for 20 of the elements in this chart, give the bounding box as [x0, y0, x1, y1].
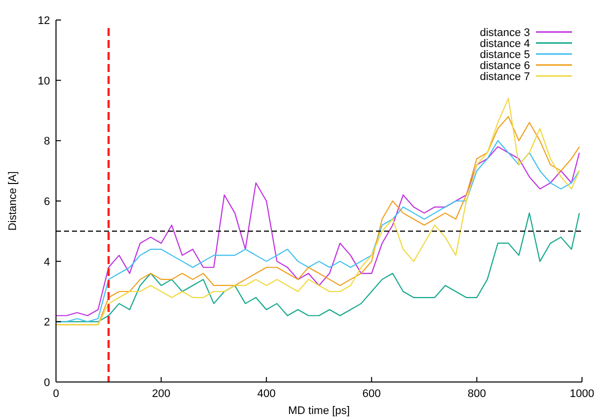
x-tick-label: 200 — [152, 388, 170, 400]
y-tick-label: 8 — [44, 136, 50, 148]
x-tick-label: 400 — [257, 388, 276, 400]
y-tick-label: 0 — [44, 377, 50, 389]
y-tick-label: 10 — [38, 75, 50, 88]
x-tick-label: 600 — [362, 388, 381, 400]
x-tick-label: 0 — [52, 388, 60, 400]
legend-label: distance 4 — [480, 38, 530, 50]
y-tick-label: 6 — [44, 196, 50, 208]
y-tick-label: 12 — [38, 15, 50, 27]
x-tick-label: 1000 — [570, 388, 594, 400]
y-axis-title: Distance [A] — [7, 171, 19, 231]
x-axis-title: MD time [ps] — [288, 405, 350, 417]
x-tick-label: 800 — [468, 388, 486, 400]
legend-label: distance 6 — [480, 60, 530, 72]
y-tick-label: 2 — [44, 316, 50, 329]
y-tick-label: 4 — [44, 256, 50, 268]
legend-label: distance 3 — [480, 27, 530, 39]
legend-label: distance 7 — [480, 71, 530, 83]
legend-label: distance 5 — [480, 49, 530, 61]
